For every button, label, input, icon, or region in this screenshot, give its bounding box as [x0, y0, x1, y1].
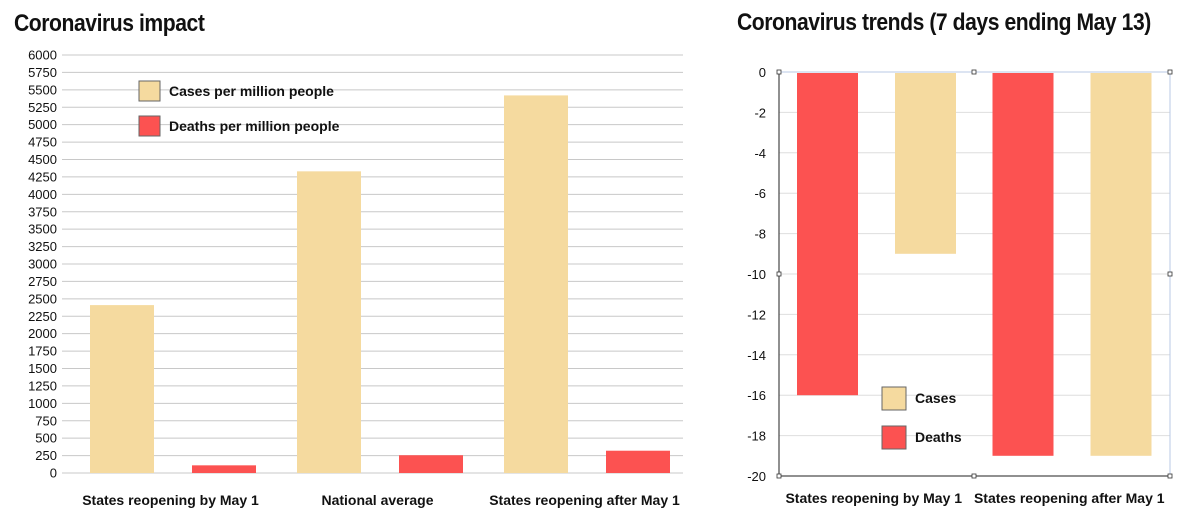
left-y-tick-label: 0: [50, 466, 57, 481]
left-y-tick-label: 5500: [28, 82, 57, 97]
right-y-tick-label: -20: [747, 469, 766, 484]
left-bar-deaths: [606, 450, 670, 473]
right-y-tick-label: -6: [754, 186, 766, 201]
selection-handle: [776, 69, 782, 75]
selection-handle: [971, 473, 977, 479]
left-y-tick-label: 6000: [28, 48, 57, 63]
left-bar-cases: [90, 305, 154, 473]
legend-label: Deaths: [915, 429, 962, 445]
right-y-tick-label: -2: [754, 105, 766, 120]
left-category-label: States reopening by May 1: [82, 492, 259, 508]
selection-handle: [1167, 271, 1173, 277]
left-y-tick-label: 5000: [28, 117, 57, 132]
legend-swatch-deaths: [881, 425, 907, 450]
left-bar-deaths: [192, 465, 256, 473]
right-y-tick-label: 0: [759, 65, 766, 80]
left-y-tick-label: 3000: [28, 257, 57, 272]
right-category-label: States reopening after May 1: [974, 490, 1165, 506]
left-y-tick-label: 750: [35, 413, 57, 428]
left-category-label: States reopening after May 1: [489, 492, 680, 508]
right-category-label: States reopening by May 1: [785, 490, 962, 506]
left-bar-cases: [297, 171, 361, 474]
right-bar-cases: [1090, 73, 1152, 456]
left-chart: 0 250 500 750 1000 1250 1500 1750 2000 2250 2500 27…: [28, 48, 683, 508]
selection-handle: [971, 69, 977, 75]
left-chart-title: Coronavirus impact: [14, 10, 205, 37]
left-y-tick-label: 2250: [28, 309, 57, 324]
left-y-tick-label: 2750: [28, 274, 57, 289]
left-y-tick-label: 3500: [28, 222, 57, 237]
right-y-tick-label: -12: [747, 307, 766, 322]
left-y-tick-label: 500: [35, 431, 57, 446]
left-y-tick-label: 5250: [28, 100, 57, 115]
right-y-tick-label: -18: [747, 429, 766, 444]
selection-handle: [776, 473, 782, 479]
left-y-tick-label: 3750: [28, 204, 57, 219]
left-y-tick-label: 1000: [28, 396, 57, 411]
left-y-tick-label: 4750: [28, 135, 57, 150]
left-y-tick-label: 1500: [28, 361, 57, 376]
right-chart-title: Coronavirus trends (7 days ending May 13…: [737, 9, 1151, 36]
left-y-tick-label: 4250: [28, 169, 57, 184]
left-y-tick-label: 2500: [28, 291, 57, 306]
left-bar-deaths: [399, 455, 463, 473]
legend-swatch-cases-per-million: [138, 80, 161, 102]
left-category-label: National average: [321, 492, 433, 508]
left-y-tick-label: 2000: [28, 326, 57, 341]
left-y-tick-label: 1750: [28, 344, 57, 359]
right-y-tick-label: -10: [747, 267, 766, 282]
selection-handle: [1167, 69, 1173, 75]
left-y-tick-label: 250: [35, 448, 57, 463]
legend-swatch-cases: [881, 386, 907, 411]
left-y-tick-label: 4500: [28, 152, 57, 167]
right-bar-cases: [895, 73, 956, 254]
right-bar-deaths: [992, 73, 1054, 456]
right-y-tick-label: -16: [747, 388, 766, 403]
right-bar-deaths: [797, 73, 858, 396]
legend-label: Cases: [915, 390, 956, 406]
right-chart: 0 -2 -4 -6 -8 -10 -12 -14 -16 -18 -20 States reopen…: [747, 65, 1173, 506]
legend-swatch-deaths-per-million: [138, 115, 161, 137]
left-y-tick-label: 5750: [28, 65, 57, 80]
selection-handle: [1167, 473, 1173, 479]
left-y-tick-label: 4000: [28, 187, 57, 202]
left-y-tick-label: 3250: [28, 239, 57, 254]
left-y-tick-label: 1250: [28, 378, 57, 393]
selection-handle: [776, 271, 782, 277]
legend-label: Deaths per million people: [169, 118, 340, 134]
left-bar-cases: [504, 95, 568, 473]
right-y-tick-label: -4: [754, 146, 766, 161]
right-y-tick-label: -8: [754, 227, 766, 242]
legend-label: Cases per million people: [169, 83, 334, 99]
right-y-tick-label: -14: [747, 348, 766, 363]
